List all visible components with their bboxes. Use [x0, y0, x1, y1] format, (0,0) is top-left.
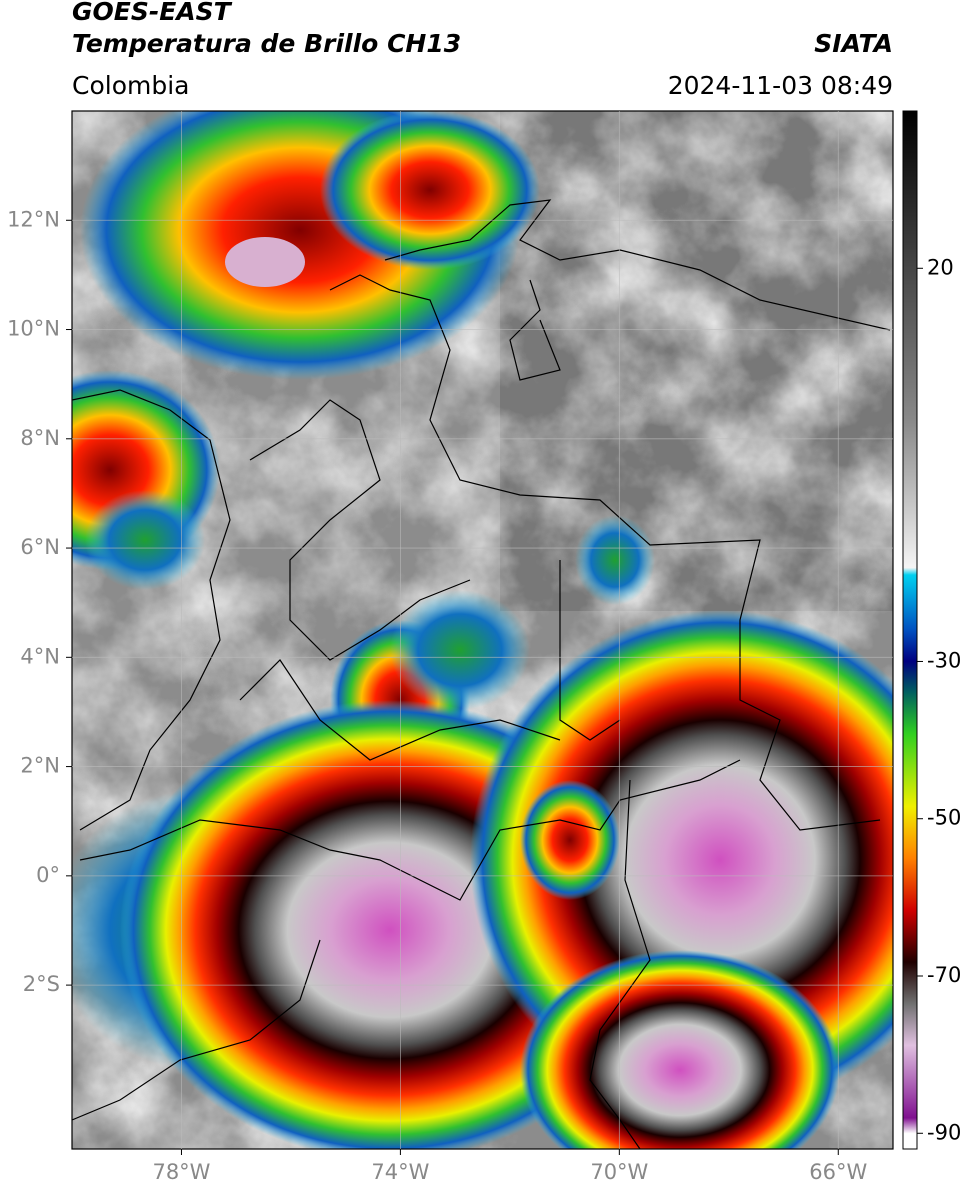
- storm: [575, 515, 655, 605]
- colorbar-label: -30: [927, 648, 961, 672]
- map-frame: [71, 110, 894, 1150]
- colorbar-label: -50: [927, 806, 961, 830]
- storm: [320, 111, 540, 270]
- storm: [520, 950, 840, 1149]
- colorbar-label: 20: [927, 255, 954, 279]
- subtitle: Temperatura de Brillo CH13: [72, 29, 461, 58]
- y-tick-label: 2°N: [20, 754, 60, 778]
- region: Colombia: [72, 71, 189, 100]
- title: GOES-EAST: [72, 0, 233, 26]
- y-tick-label: 6°N: [20, 535, 60, 559]
- source: SIATA: [814, 29, 893, 58]
- y-tick-label: 10°N: [7, 317, 60, 341]
- x-tick-label: 66°W: [809, 1160, 867, 1184]
- y-tick-label: 8°N: [20, 426, 60, 450]
- x-tick-label: 74°W: [371, 1160, 429, 1184]
- x-tick-label: 78°W: [152, 1160, 210, 1184]
- storm: [390, 590, 530, 710]
- colorbar-label: -90: [927, 1120, 961, 1144]
- datetime: 2024-11-03 08:49: [668, 71, 893, 100]
- y-tick-label: 0°: [36, 863, 60, 887]
- colorbar-label: -70: [927, 963, 961, 987]
- y-tick-label: 4°N: [20, 644, 60, 668]
- x-tick-label: 70°W: [590, 1160, 648, 1184]
- satellite-image: [72, 111, 893, 1149]
- y-tick-label: 12°N: [7, 207, 60, 231]
- storm: [520, 780, 620, 900]
- y-tick-label: 2°S: [23, 972, 60, 996]
- storm-core: [225, 237, 305, 287]
- storm: [85, 490, 205, 590]
- colorbar: [902, 110, 918, 1150]
